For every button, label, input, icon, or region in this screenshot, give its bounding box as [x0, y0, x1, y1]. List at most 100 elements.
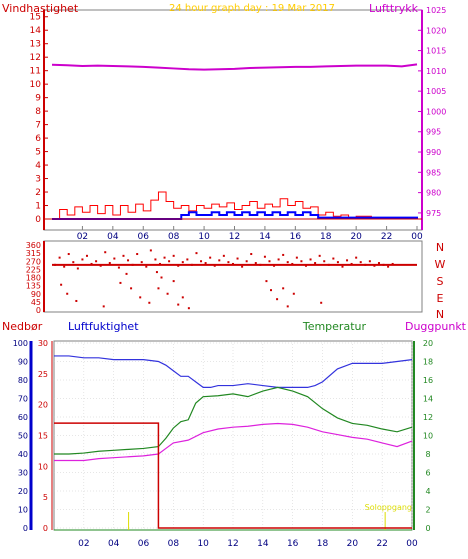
direction-y-tick-label: 0 — [36, 306, 41, 315]
wind-y-tick-label: 8 — [35, 107, 41, 117]
direction-point — [368, 260, 371, 263]
direction-point — [286, 305, 289, 308]
direction-point — [76, 267, 79, 270]
pressure-y-tick-label: 1000 — [426, 107, 446, 116]
direction-point — [157, 287, 160, 290]
pressure-y-tick-label: 980 — [426, 189, 441, 198]
direction-point — [268, 260, 271, 263]
humidity-y-tick-label: 30 — [18, 469, 28, 478]
weather-x-tick-label: 20 — [347, 539, 359, 549]
direction-point — [108, 262, 111, 265]
wind-x-tick-label: 00 — [411, 232, 423, 242]
direction-y-tick-label: 180 — [26, 274, 41, 283]
weather-panel-frame — [53, 340, 413, 531]
wind-x-tick-label: 14 — [259, 232, 271, 242]
dewpoint-series-line — [54, 422, 413, 462]
weather-x-tick-label: 16 — [287, 539, 299, 549]
pressure-y-tick-label: 985 — [426, 168, 441, 177]
direction-point — [181, 296, 184, 299]
pressure-y-tick-label: 975 — [426, 209, 441, 218]
direction-point — [127, 259, 130, 262]
direction-point — [125, 272, 128, 275]
direction-point — [58, 256, 61, 259]
direction-point — [186, 258, 189, 261]
direction-y-tick-label: 135 — [26, 282, 41, 291]
direction-point — [67, 253, 70, 256]
weather-x-tick-label: 18 — [317, 539, 329, 549]
wind-x-tick-label: 20 — [350, 232, 362, 242]
compass-label: W — [435, 258, 446, 271]
wind-x-tick-label: 08 — [168, 232, 180, 242]
direction-point — [218, 259, 221, 262]
direction-point — [241, 265, 244, 268]
direction-point — [66, 292, 69, 295]
direction-point — [140, 261, 143, 264]
temperature-y-tick-label: 16 — [423, 376, 433, 385]
direction-point — [332, 257, 335, 260]
graph-title: 24 hour graph day : 19 Mar 2017 — [169, 3, 335, 14]
humidity-y-tick-label: 80 — [18, 376, 28, 385]
direction-point — [155, 271, 158, 274]
compass-label: E — [437, 292, 444, 305]
pressure-y-tick-label: 990 — [426, 148, 441, 157]
compass-label: N — [436, 241, 444, 254]
direction-y-tick-label: 315 — [26, 249, 41, 258]
rain-y-tick-label: 20 — [38, 401, 48, 410]
pressure-y-tick-label: 1005 — [426, 87, 446, 96]
direction-point — [200, 260, 203, 263]
axis-layer: 0123456789101112131415975980985990995100… — [13, 6, 447, 549]
pressure-y-tick-label: 1010 — [426, 67, 446, 76]
weather-x-tick-label: 08 — [168, 539, 180, 549]
temperature-y-tick-label: 2 — [425, 506, 430, 515]
compass-label: N — [436, 308, 444, 321]
temperature-y-tick-label: 6 — [425, 469, 430, 478]
temperature-label: Temperatur — [302, 320, 367, 333]
humidity-y-tick-label: 20 — [18, 487, 28, 496]
direction-point — [72, 261, 75, 264]
direction-point — [130, 287, 133, 290]
direction-point — [320, 301, 323, 304]
wind-y-tick-label: 7 — [35, 121, 41, 131]
humidity-y-tick-label: 100 — [13, 339, 28, 348]
pressure-y-tick-label: 1025 — [426, 6, 446, 15]
direction-point — [277, 258, 280, 261]
direction-point — [160, 276, 163, 279]
wind-y-tick-label: 11 — [30, 67, 41, 77]
direction-point — [95, 260, 98, 263]
wind-y-tick-label: 14 — [30, 26, 42, 36]
direction-point — [60, 283, 63, 286]
direction-point — [314, 262, 317, 265]
direction-point — [113, 257, 116, 260]
direction-point — [222, 254, 225, 257]
direction-point — [139, 296, 142, 299]
direction-point — [387, 265, 390, 268]
wind-y-tick-label: 6 — [35, 134, 41, 144]
rain-y-tick-label: 5 — [43, 493, 48, 502]
rain-y-tick-label: 15 — [38, 432, 48, 441]
direction-point — [295, 256, 298, 259]
humidity-y-tick-label: 50 — [18, 432, 28, 441]
direction-y-tick-label: 270 — [26, 257, 41, 266]
direction-point — [149, 249, 152, 252]
wind-x-tick-label: 04 — [107, 232, 119, 242]
direction-point — [270, 289, 272, 292]
direction-point — [318, 254, 321, 257]
direction-point — [119, 281, 122, 284]
dewpoint-label: Duggpunkt — [405, 320, 467, 333]
direction-point — [85, 254, 88, 257]
direction-point — [323, 260, 326, 263]
direction-point — [136, 253, 139, 256]
wind-y-tick-label: 15 — [30, 13, 41, 23]
direction-y-tick-label: 225 — [26, 265, 41, 274]
direction-point — [163, 256, 166, 259]
temperature-y-tick-label: 12 — [423, 413, 433, 422]
direction-point — [250, 253, 253, 256]
wind-y-tick-label: 5 — [35, 148, 41, 158]
rain-y-tick-label: 10 — [38, 462, 48, 471]
temperature-y-tick-label: 0 — [425, 524, 430, 533]
direction-point — [346, 259, 349, 262]
pressure-y-tick-label: 1020 — [426, 26, 446, 35]
wind-y-tick-label: 13 — [30, 40, 41, 50]
direction-point — [359, 261, 362, 264]
